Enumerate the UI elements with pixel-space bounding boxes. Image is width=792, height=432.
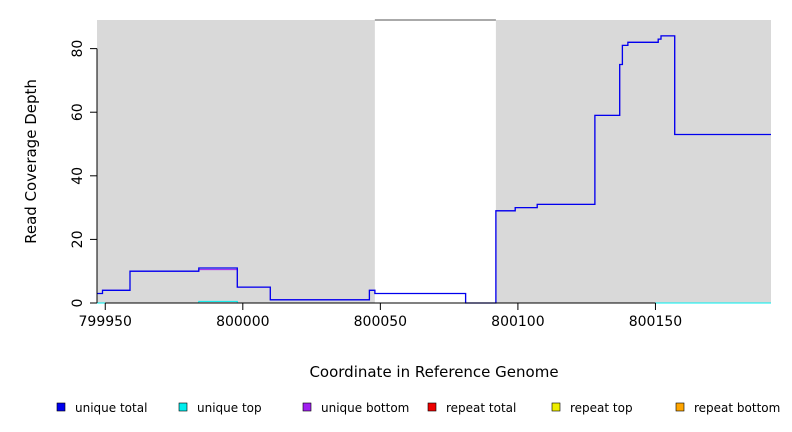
legend-swatch-unique-total xyxy=(56,402,66,412)
x-tick-label: 800000 xyxy=(216,314,269,330)
legend-label-repeat-top: repeat top xyxy=(570,401,633,415)
shaded-region-2 xyxy=(495,20,771,303)
series-line-unique-total xyxy=(97,35,771,304)
y-axis-title: Read Coverage Depth xyxy=(22,79,40,244)
shaded-region-1 xyxy=(97,20,375,303)
legend-label-unique-bottom: unique bottom xyxy=(321,401,409,415)
legend-swatch-repeat-total xyxy=(427,402,437,412)
y-tick-label: 60 xyxy=(70,103,86,121)
x-axis: 799950 800000 800050 800100 800150 xyxy=(79,302,682,330)
x-tick-label: 800100 xyxy=(491,314,544,330)
legend-label-repeat-bottom: repeat bottom xyxy=(694,401,780,415)
legend-label-repeat-total: repeat total xyxy=(446,401,516,415)
y-tick-label: 80 xyxy=(70,40,86,58)
y-axis: 0 20 40 60 80 xyxy=(70,40,98,308)
legend-swatch-repeat-bottom xyxy=(675,402,685,412)
legend-swatch-repeat-top xyxy=(551,402,561,412)
x-tick-label: 800150 xyxy=(629,314,682,330)
x-axis-title: Coordinate in Reference Genome xyxy=(309,363,558,381)
y-tick-label: 20 xyxy=(70,230,86,248)
y-tick-label: 40 xyxy=(70,167,86,185)
x-tick-label: 799950 xyxy=(79,314,132,330)
x-tick-label: 800050 xyxy=(354,314,407,330)
y-tick-label: 0 xyxy=(70,299,86,308)
legend-label-unique-top: unique top xyxy=(197,401,262,415)
legend-swatch-unique-bottom xyxy=(302,402,312,412)
legend-swatch-unique-top xyxy=(178,402,188,412)
shaded-regions xyxy=(97,20,771,303)
legend-label-unique-total: unique total xyxy=(75,401,147,415)
legend: unique total unique top unique bottom repea… xyxy=(56,401,780,415)
